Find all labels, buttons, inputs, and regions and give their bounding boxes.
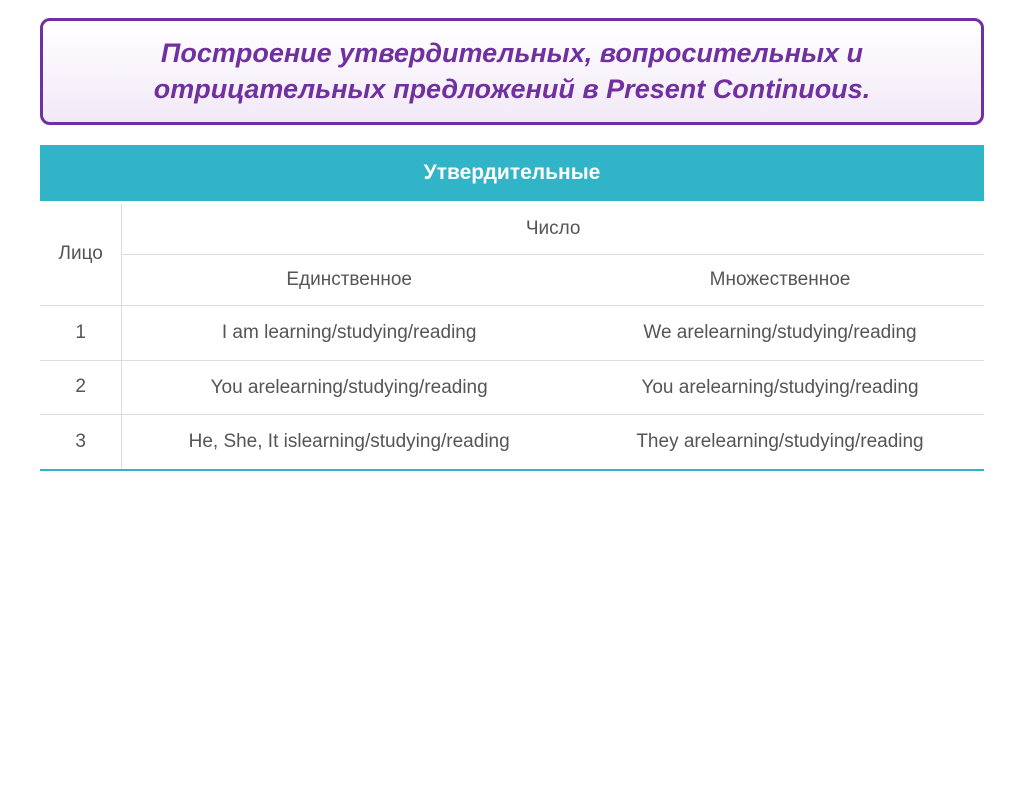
plural-cell: You arelearning/studying/reading [576,360,984,415]
person-cell: 3 [40,415,122,470]
person-cell: 1 [40,305,122,360]
singular-cell: I am learning/studying/reading [122,305,576,360]
table-header-row: Утвердительные [40,145,984,203]
cell-text: They arelearning/studying/reading [584,429,976,455]
singular-cell: You arelearning/studying/reading [122,360,576,415]
cell-text: We arelearning/studying/reading [584,320,976,346]
title-box: Построение утвердительных, вопросительны… [40,18,984,125]
table-row: 2 You arelearning/studying/reading You a… [40,360,984,415]
cell-text: You arelearning/studying/reading [584,375,976,401]
plural-cell: We arelearning/studying/reading [576,305,984,360]
singular-header: Единственное [122,254,576,305]
table-row: 3 He, She, It islearning/studying/readin… [40,415,984,470]
person-cell: 2 [40,360,122,415]
cell-text: I am learning/studying/reading [130,320,568,346]
page-title: Построение утвердительных, вопросительны… [61,35,963,108]
plural-header: Множественное [576,254,984,305]
cell-text: You arelearning/studying/reading [130,375,568,401]
grammar-table: Утвердительные Лицо Число Единственное М… [40,145,984,471]
plural-cell: They arelearning/studying/reading [576,415,984,470]
singular-cell: He, She, It islearning/studying/reading [122,415,576,470]
table-row: 1 I am learning/studying/reading We arel… [40,305,984,360]
face-header: Лицо [40,202,122,305]
number-header: Число [122,202,984,254]
cell-text: He, She, It islearning/studying/reading [130,429,568,455]
table-subheader-row1: Лицо Число [40,202,984,254]
table-main-header: Утвердительные [40,145,984,203]
table-subheader-row2: Единственное Множественное [40,254,984,305]
table: Утвердительные Лицо Число Единственное М… [40,145,984,471]
